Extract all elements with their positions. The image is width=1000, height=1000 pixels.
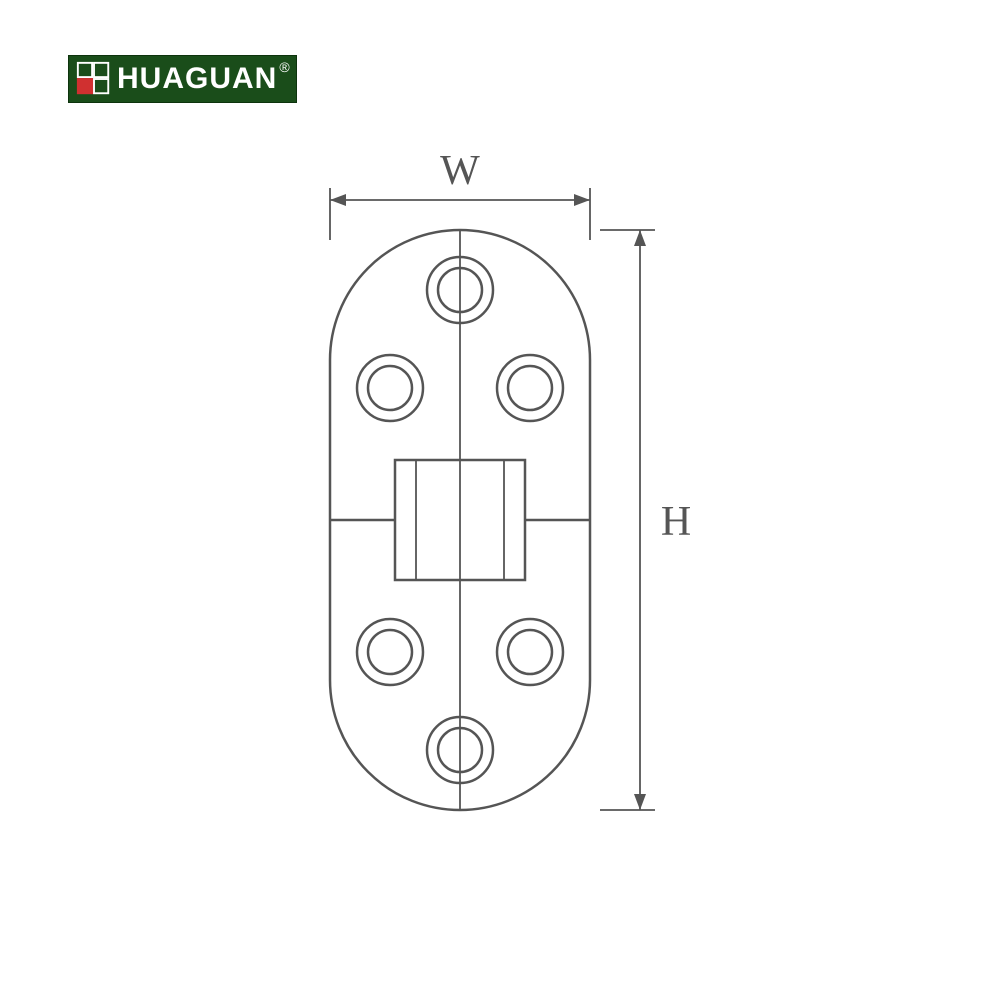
brand-logo: HUAGUAN ® (68, 55, 297, 103)
brand-name: HUAGUAN (117, 62, 277, 96)
registered-mark: ® (279, 59, 289, 75)
svg-text:W: W (440, 148, 480, 194)
svg-text:H: H (661, 499, 691, 545)
logo-icon (75, 60, 113, 98)
hinge-diagram: WH (180, 140, 820, 910)
